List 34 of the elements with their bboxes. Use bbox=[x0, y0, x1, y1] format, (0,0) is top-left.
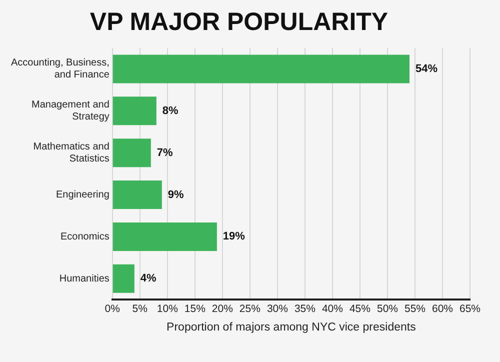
x-tick-label: 55% bbox=[404, 302, 426, 315]
bar bbox=[112, 138, 151, 168]
bar bbox=[112, 264, 134, 293]
x-tick-label: 40% bbox=[322, 302, 343, 315]
x-tick-label: 60% bbox=[432, 302, 453, 315]
y-tick-label: Humanities bbox=[59, 273, 110, 284]
bar bbox=[112, 222, 217, 251]
y-tick-label: Mathematics and Statistics bbox=[33, 142, 110, 165]
x-axis-title: Proportion of majors among NYC vice presidents bbox=[166, 321, 416, 334]
data-label: 54% bbox=[415, 63, 438, 75]
x-tick-label: 25% bbox=[239, 302, 260, 315]
x-tick-label: 10% bbox=[156, 302, 178, 315]
data-label: 9% bbox=[168, 188, 184, 201]
bar bbox=[112, 180, 162, 210]
data-label: 7% bbox=[156, 146, 174, 159]
y-tick-label: Economics bbox=[60, 231, 110, 242]
x-tick-label: 30% bbox=[266, 302, 288, 315]
x-tick-label: 15% bbox=[184, 302, 206, 315]
data-label: 8% bbox=[162, 104, 179, 117]
x-tick-label: 35% bbox=[294, 302, 316, 315]
chart-title: VP MAJOR POPULARITY bbox=[90, 8, 388, 36]
y-tick-label: Accounting, Business, and Finance bbox=[11, 58, 110, 81]
data-label: 4% bbox=[140, 272, 157, 285]
x-tick-label: 50% bbox=[376, 302, 398, 315]
y-tick-label: Management and Strategy bbox=[32, 100, 110, 123]
x-tick-label: 20% bbox=[212, 302, 233, 315]
x-tick-label: 0% bbox=[104, 302, 120, 315]
x-tick-label: 65% bbox=[459, 302, 481, 315]
bar bbox=[112, 54, 410, 84]
bar bbox=[112, 96, 156, 126]
y-tick-label: Engineering bbox=[56, 190, 110, 201]
x-tick-label: 5% bbox=[132, 302, 148, 315]
data-label: 19% bbox=[222, 230, 246, 243]
x-tick-label: 45% bbox=[349, 302, 370, 315]
